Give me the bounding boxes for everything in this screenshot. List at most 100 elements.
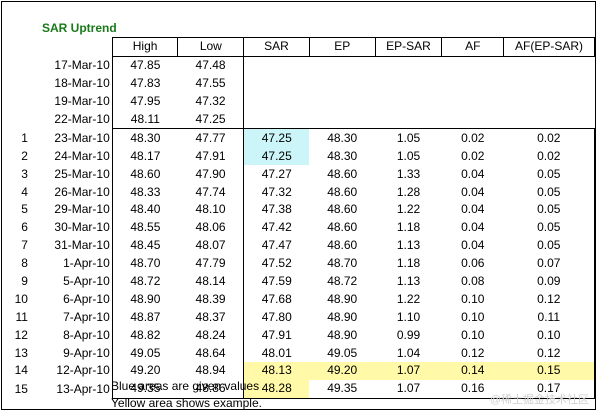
ep-cell[interactable]: 49.35 (309, 379, 376, 399)
high-cell[interactable]: 48.17 (130, 148, 161, 163)
afep-cell-empty[interactable] (504, 56, 595, 74)
high-cell[interactable]: 47.85 (130, 58, 161, 73)
date-cell[interactable]: 12-Apr-10 (29, 362, 113, 380)
afep-cell[interactable]: 0.09 (503, 272, 595, 291)
ep-cell[interactable]: 48.30 (327, 148, 358, 163)
ep-cell[interactable]: 48.90 (327, 327, 358, 342)
low-cell[interactable]: 48.64 (177, 344, 245, 363)
epsar-cell[interactable]: 1.33 (396, 166, 421, 181)
sar-cell[interactable]: 47.59 (261, 274, 292, 289)
sar-cell[interactable]: 47.27 (261, 166, 292, 181)
epsar-cell[interactable]: 1.04 (396, 345, 421, 360)
afep-cell-empty[interactable] (504, 75, 595, 93)
afep-cell[interactable]: 0.07 (503, 254, 595, 273)
ep-cell-empty[interactable] (309, 75, 375, 93)
date-cell[interactable]: 5-Apr-10 (29, 272, 113, 291)
sar-cell-empty[interactable] (244, 56, 310, 74)
date-cell[interactable]: 22-Mar-10 (29, 110, 113, 129)
epsar-cell[interactable]: 1.18 (396, 256, 421, 271)
sar-cell[interactable]: 47.42 (261, 220, 292, 235)
epsar-cell[interactable]: 1.22 (396, 202, 421, 217)
ep-cell[interactable]: 48.72 (327, 274, 358, 289)
af-cell-empty[interactable] (442, 111, 504, 129)
high-cell[interactable]: 49.20 (130, 363, 161, 378)
afep-cell[interactable]: 0.11 (503, 308, 595, 327)
high-cell[interactable]: 48.90 (130, 291, 161, 306)
header-ep-sar[interactable]: EP-SAR (374, 37, 443, 57)
afep-cell[interactable]: 0.15 (503, 362, 595, 380)
ep-cell[interactable]: 48.60 (327, 220, 358, 235)
high-cell[interactable]: 48.33 (130, 184, 161, 199)
ep-cell[interactable]: 48.60 (327, 166, 358, 181)
epsar-cell[interactable]: 0.99 (396, 327, 421, 342)
sar-cell[interactable]: 47.68 (261, 291, 292, 306)
high-cell[interactable]: 48.82 (130, 327, 161, 342)
epsar-cell-empty[interactable] (375, 93, 442, 111)
header-low[interactable]: Low (177, 37, 245, 57)
low-cell[interactable]: 47.79 (177, 254, 245, 273)
low-cell[interactable]: 47.91 (177, 147, 245, 166)
af-cell[interactable]: 0.08 (461, 274, 485, 289)
sar-cell[interactable]: 47.80 (261, 309, 292, 324)
ep-cell-empty[interactable] (309, 111, 375, 129)
date-cell[interactable]: 7-Apr-10 (29, 308, 113, 327)
low-cell[interactable]: 48.14 (177, 272, 245, 291)
epsar-cell-empty[interactable] (375, 111, 442, 129)
date-cell[interactable]: 29-Mar-10 (29, 201, 113, 219)
ep-cell[interactable]: 48.60 (327, 238, 358, 253)
epsar-cell[interactable]: 1.13 (396, 274, 421, 289)
af-cell[interactable]: 0.10 (461, 309, 485, 324)
epsar-cell[interactable]: 1.28 (396, 184, 421, 199)
high-cell[interactable]: 48.87 (130, 309, 161, 324)
epsar-cell[interactable]: 1.07 (375, 379, 442, 399)
afep-cell-empty[interactable] (504, 93, 595, 111)
sar-cell[interactable]: 47.38 (261, 202, 292, 217)
high-cell[interactable]: 48.55 (130, 220, 161, 235)
sar-cell-empty[interactable] (244, 93, 310, 111)
low-cell[interactable]: 48.24 (177, 326, 245, 345)
low-cell[interactable]: 47.48 (177, 56, 245, 75)
date-cell[interactable]: 31-Mar-10 (29, 236, 113, 255)
date-cell[interactable]: 23-Mar-10 (29, 128, 113, 148)
sar-cell[interactable]: 48.01 (261, 345, 292, 360)
sar-cell[interactable]: 47.25 (243, 147, 310, 166)
ep-cell[interactable]: 48.30 (309, 128, 376, 148)
ep-cell-empty[interactable] (309, 93, 375, 111)
afep-cell[interactable]: 0.17 (503, 379, 595, 399)
date-cell[interactable]: 1-Apr-10 (29, 254, 113, 273)
date-cell[interactable]: 18-Mar-10 (29, 74, 113, 93)
afep-cell[interactable]: 0.05 (503, 218, 595, 237)
high-cell[interactable]: 48.70 (130, 256, 161, 271)
sar-cell[interactable]: 47.25 (243, 128, 310, 148)
af-cell-empty[interactable] (442, 75, 504, 93)
af-cell[interactable]: 0.04 (461, 202, 485, 217)
af-cell[interactable]: 0.04 (461, 220, 485, 235)
low-cell[interactable]: 47.32 (177, 92, 245, 111)
afep-cell[interactable]: 0.02 (503, 128, 595, 148)
date-cell[interactable]: 24-Mar-10 (29, 147, 113, 166)
sar-cell[interactable]: 48.13 (243, 362, 310, 380)
afep-cell[interactable]: 0.12 (503, 344, 595, 363)
low-cell[interactable]: 48.06 (177, 218, 245, 237)
low-cell[interactable]: 48.37 (177, 308, 245, 327)
af-cell[interactable]: 0.16 (441, 379, 504, 399)
header-ep[interactable]: EP (308, 37, 376, 57)
date-cell[interactable]: 8-Apr-10 (29, 326, 113, 345)
ep-cell[interactable]: 48.60 (327, 202, 358, 217)
afep-cell[interactable]: 0.05 (503, 183, 595, 202)
af-cell[interactable]: 0.10 (461, 327, 485, 342)
epsar-cell-empty[interactable] (375, 56, 442, 74)
ep-cell[interactable]: 49.20 (309, 362, 376, 380)
afep-cell[interactable]: 0.05 (503, 201, 595, 219)
header-af[interactable]: AF (441, 37, 505, 57)
low-cell[interactable]: 48.86 (177, 379, 245, 399)
af-cell[interactable]: 0.02 (461, 148, 485, 163)
sar-cell-empty[interactable] (244, 111, 310, 129)
date-cell[interactable]: 19-Mar-10 (29, 92, 113, 111)
epsar-cell[interactable]: 1.05 (375, 128, 442, 148)
epsar-cell[interactable]: 1.13 (396, 238, 421, 253)
epsar-cell[interactable]: 1.10 (396, 309, 421, 324)
epsar-cell[interactable]: 1.22 (396, 291, 421, 306)
af-cell-empty[interactable] (442, 56, 504, 74)
af-cell[interactable]: 0.04 (461, 184, 485, 199)
